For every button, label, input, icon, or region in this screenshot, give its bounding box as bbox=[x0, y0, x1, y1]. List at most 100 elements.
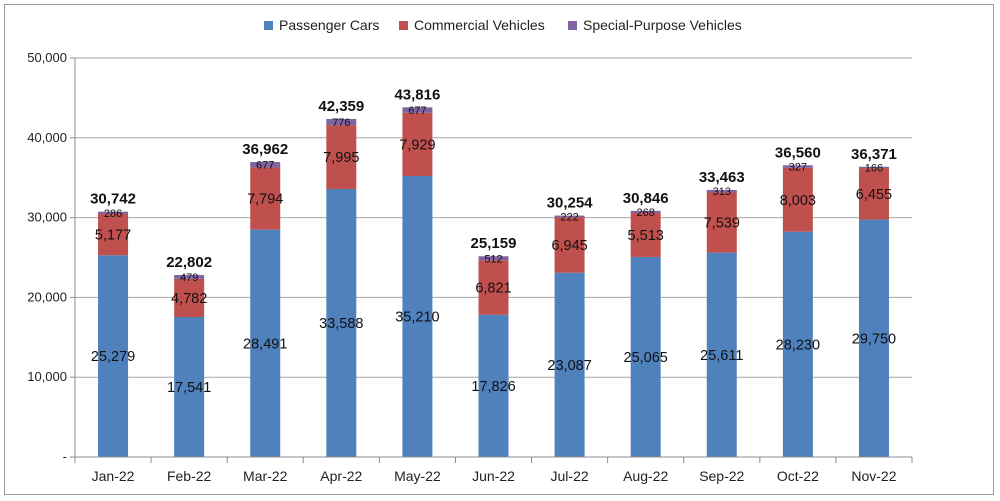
total-label: 36,962 bbox=[242, 141, 288, 158]
bar-segment bbox=[554, 217, 585, 273]
segment-label: 7,929 bbox=[399, 137, 435, 153]
x-category-label: Sep-22 bbox=[699, 468, 744, 484]
bar-segment bbox=[250, 167, 281, 230]
segment-label: 677 bbox=[256, 160, 274, 172]
x-category-label: Oct-22 bbox=[777, 468, 819, 484]
segment-label: 7,539 bbox=[704, 216, 740, 232]
bar-segment bbox=[706, 192, 737, 253]
segment-label: 313 bbox=[713, 186, 731, 198]
y-tick-label: 50,000 bbox=[27, 50, 67, 65]
segment-label: 5,513 bbox=[628, 228, 664, 244]
segment-label: 33,588 bbox=[319, 316, 363, 332]
segment-label: 166 bbox=[865, 162, 883, 174]
segment-label: 17,826 bbox=[471, 379, 515, 395]
x-category-label: Apr-22 bbox=[320, 468, 362, 484]
segment-label: 5,177 bbox=[95, 228, 131, 244]
bar-segment bbox=[174, 275, 205, 279]
total-label: 36,560 bbox=[775, 144, 821, 161]
x-category-label: Jul-22 bbox=[551, 468, 589, 484]
segment-label: 8,003 bbox=[780, 193, 816, 209]
x-category-label: Nov-22 bbox=[851, 468, 896, 484]
segment-label: 286 bbox=[104, 208, 122, 220]
bar-segment bbox=[326, 188, 357, 457]
total-label: 33,463 bbox=[699, 169, 745, 186]
x-category-label: Jan-22 bbox=[92, 468, 135, 484]
bar-segment bbox=[782, 167, 813, 232]
y-tick-label: 10,000 bbox=[27, 369, 67, 384]
segment-label: 776 bbox=[332, 117, 350, 129]
segment-label: 222 bbox=[560, 211, 578, 223]
bar-segment bbox=[250, 229, 281, 457]
total-label: 36,371 bbox=[851, 146, 897, 163]
segment-label: 268 bbox=[637, 207, 655, 219]
y-tick-label: 30,000 bbox=[27, 210, 67, 225]
x-category-label: Feb-22 bbox=[167, 468, 212, 484]
bar-segment bbox=[98, 255, 129, 457]
bar-segment bbox=[782, 231, 813, 457]
bar-segment bbox=[174, 317, 205, 457]
bar-segment bbox=[402, 107, 433, 113]
segment-label: 28,491 bbox=[243, 336, 287, 352]
x-category-label: Jun-22 bbox=[472, 468, 515, 484]
bar-segment bbox=[250, 162, 281, 168]
bar-segment bbox=[478, 260, 509, 315]
segment-label: 23,087 bbox=[547, 358, 591, 374]
bar-segment bbox=[98, 211, 129, 214]
legend-swatch bbox=[399, 21, 408, 30]
bar-segment bbox=[402, 112, 433, 177]
bar-segment bbox=[858, 166, 889, 169]
segment-label: 6,945 bbox=[551, 238, 587, 254]
total-label: 22,802 bbox=[166, 254, 212, 271]
total-label: 43,816 bbox=[394, 86, 440, 103]
total-label: 30,742 bbox=[90, 191, 136, 208]
segment-label: 29,750 bbox=[852, 331, 896, 347]
y-tick-label: 40,000 bbox=[27, 130, 67, 145]
segment-label: 4,782 bbox=[171, 291, 207, 307]
segment-label: 6,821 bbox=[475, 281, 511, 297]
bar-segment bbox=[478, 256, 509, 261]
bar-segment bbox=[554, 215, 585, 218]
total-label: 30,254 bbox=[547, 195, 594, 212]
legend-label: Special-Purpose Vehicles bbox=[583, 17, 742, 33]
bar-segment bbox=[630, 210, 661, 213]
bar-segment bbox=[98, 213, 129, 256]
bar-segment bbox=[858, 219, 889, 457]
x-category-label: May-22 bbox=[394, 468, 441, 484]
y-tick-label: - bbox=[63, 449, 67, 464]
x-category-label: Aug-22 bbox=[623, 468, 668, 484]
bar-segment bbox=[478, 314, 509, 457]
axes: - 10,000 20,000 30,000 40,000 50,000 Jan-22 Feb… bbox=[27, 50, 913, 484]
bar-segment bbox=[630, 212, 661, 257]
legend-label: Passenger Cars bbox=[279, 17, 379, 33]
legend-swatch bbox=[264, 21, 273, 30]
segment-label: 327 bbox=[789, 162, 807, 174]
bar-segment bbox=[402, 176, 433, 457]
segment-label: 512 bbox=[484, 253, 502, 265]
bar-segment bbox=[782, 165, 813, 168]
bars bbox=[98, 107, 889, 457]
segment-label: 35,210 bbox=[395, 310, 439, 326]
segment-label: 6,455 bbox=[856, 187, 892, 203]
segment-label: 7,794 bbox=[247, 192, 283, 208]
segment-label: 7,995 bbox=[323, 150, 359, 166]
x-category-label: Mar-22 bbox=[243, 468, 288, 484]
bar-segment bbox=[706, 252, 737, 457]
legend-swatch bbox=[568, 21, 577, 30]
bar-segment bbox=[858, 168, 889, 220]
segment-label: 28,230 bbox=[776, 337, 820, 353]
legend-label: Commercial Vehicles bbox=[414, 17, 545, 33]
bar-segment bbox=[326, 125, 357, 189]
bar-segment bbox=[706, 189, 737, 193]
bar-segment bbox=[630, 256, 661, 457]
legend: Passenger Cars Commercial Vehicles Special… bbox=[264, 17, 742, 33]
bar-segment bbox=[554, 272, 585, 457]
total-label: 25,159 bbox=[471, 235, 517, 252]
y-tick-label: 20,000 bbox=[27, 289, 67, 304]
segment-label: 25,611 bbox=[700, 348, 743, 364]
segment-label: 17,541 bbox=[167, 380, 211, 396]
segment-label: 479 bbox=[180, 272, 198, 284]
segment-label: 677 bbox=[408, 105, 426, 117]
total-label: 30,846 bbox=[623, 190, 669, 207]
